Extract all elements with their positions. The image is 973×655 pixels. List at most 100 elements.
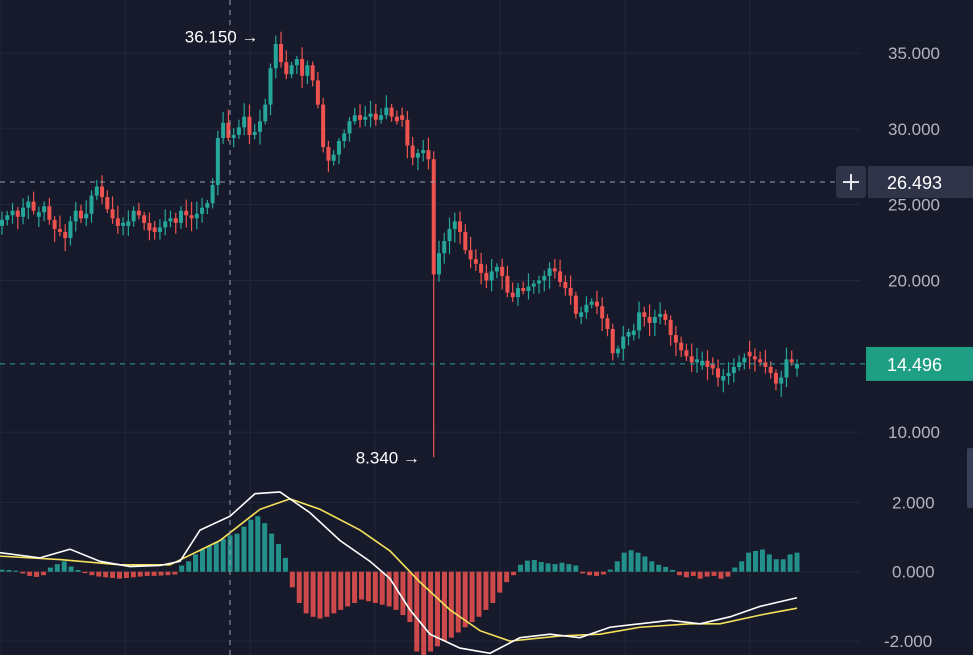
macd-histogram-bar bbox=[0, 569, 5, 572]
price-tick-label: 30.000 bbox=[888, 120, 940, 139]
macd-histogram-bar bbox=[241, 526, 247, 572]
candle-body bbox=[515, 288, 520, 298]
macd-histogram-bar bbox=[635, 552, 641, 572]
candle-body bbox=[21, 207, 26, 217]
macd-histogram-bar bbox=[262, 523, 268, 572]
macd-histogram-bar bbox=[697, 571, 703, 579]
candle-body bbox=[57, 228, 62, 232]
candle-body bbox=[263, 104, 268, 122]
candle-body bbox=[458, 221, 463, 232]
candle-body bbox=[758, 359, 763, 363]
candle-body bbox=[52, 219, 57, 229]
candle-body bbox=[231, 134, 236, 138]
macd-histogram-bar bbox=[704, 571, 710, 577]
candle-body bbox=[442, 241, 447, 254]
macd-histogram-bar bbox=[670, 570, 676, 572]
macd-histogram-bar bbox=[469, 571, 475, 623]
last-price-value: 14.496 bbox=[887, 355, 942, 375]
macd-histogram-bar bbox=[690, 571, 696, 576]
candle-body bbox=[637, 312, 642, 331]
candle-body bbox=[10, 210, 15, 216]
macd-histogram-bar bbox=[276, 543, 282, 572]
macd-histogram-bar bbox=[566, 564, 572, 572]
macd-histogram-bar bbox=[68, 566, 74, 572]
macd-histogram-bar bbox=[656, 564, 662, 572]
candle-body bbox=[563, 282, 568, 289]
macd-line bbox=[0, 491, 798, 655]
candle-body bbox=[526, 286, 531, 292]
macd-axis[interactable]: 2.000 0.000 -2.000 bbox=[884, 493, 935, 651]
macd-histogram-bar bbox=[82, 571, 88, 574]
candle-body bbox=[594, 301, 599, 307]
candle-body bbox=[768, 366, 773, 373]
macd-histogram-bar bbox=[365, 571, 371, 602]
candle-body bbox=[610, 329, 615, 354]
macd-histogram-bar bbox=[614, 561, 620, 572]
candle-body bbox=[773, 372, 778, 384]
macd-histogram-bar bbox=[338, 571, 344, 610]
macd-tick-label: -2.000 bbox=[884, 632, 932, 651]
right-edge-scroll-handle[interactable] bbox=[967, 448, 973, 508]
candle-body bbox=[468, 250, 473, 260]
candle-body bbox=[716, 368, 721, 378]
macd-histogram-bar bbox=[193, 554, 199, 572]
candle-body bbox=[779, 377, 784, 384]
candle-body bbox=[68, 221, 73, 239]
candle-body bbox=[115, 218, 120, 226]
candle-body bbox=[689, 356, 694, 363]
candle-body bbox=[473, 259, 478, 264]
candle-body bbox=[136, 210, 141, 216]
macd-histogram-bar bbox=[448, 571, 454, 638]
candle-body bbox=[242, 116, 247, 128]
macd-histogram-bar bbox=[393, 571, 399, 610]
macd-histogram-bar bbox=[621, 552, 627, 572]
macd-histogram-bar bbox=[282, 557, 288, 572]
candle-body bbox=[415, 153, 420, 158]
candle-body bbox=[26, 201, 31, 208]
macd-histogram-bar bbox=[676, 571, 682, 576]
macd-histogram-bar bbox=[524, 560, 530, 572]
crosshair-price-tag[interactable]: 26.493 bbox=[836, 166, 973, 199]
candle-body bbox=[105, 197, 110, 210]
macd-histogram-bar bbox=[462, 571, 468, 628]
candle-body bbox=[484, 272, 489, 281]
candle-body bbox=[494, 266, 499, 272]
low-price-annotation: 8.340 → bbox=[356, 448, 420, 467]
macd-histogram-bar bbox=[552, 564, 558, 572]
grid-lines bbox=[0, 0, 860, 655]
candle-body bbox=[431, 159, 436, 275]
candle-body bbox=[210, 184, 215, 204]
candle-body bbox=[300, 59, 305, 76]
macd-histogram-bar bbox=[75, 570, 81, 572]
macd-histogram-bar bbox=[538, 562, 544, 572]
candle-body bbox=[347, 121, 352, 134]
macd-histogram-bar bbox=[414, 571, 420, 652]
candle-body bbox=[179, 210, 184, 223]
macd-histogram-bar bbox=[61, 561, 67, 572]
candle-body bbox=[384, 107, 389, 116]
candle-body bbox=[294, 59, 299, 66]
candle-body bbox=[342, 133, 347, 141]
candle-body bbox=[558, 271, 563, 282]
macd-histogram-bar bbox=[428, 571, 434, 652]
candlestick-series bbox=[0, 31, 799, 458]
macd-histogram-bar bbox=[6, 570, 12, 572]
macd-histogram-bar bbox=[559, 562, 565, 572]
candle-body bbox=[47, 206, 52, 220]
macd-histogram-bar bbox=[421, 571, 427, 655]
candle-body bbox=[336, 141, 341, 155]
candle-body bbox=[642, 312, 647, 317]
price-axis[interactable]: 35.000 30.000 25.000 20.000 10.000 bbox=[888, 44, 940, 442]
macd-histogram-bar bbox=[504, 571, 510, 583]
macd-histogram-bar bbox=[179, 565, 185, 572]
candle-body bbox=[373, 113, 378, 120]
candle-body bbox=[763, 362, 768, 367]
candle-body bbox=[737, 362, 742, 367]
candle-body bbox=[121, 222, 126, 226]
macd-histogram-bar bbox=[600, 571, 606, 575]
candle-body bbox=[731, 366, 736, 373]
candle-body bbox=[547, 268, 552, 276]
candle-body bbox=[15, 210, 20, 217]
candle-body bbox=[531, 283, 536, 287]
